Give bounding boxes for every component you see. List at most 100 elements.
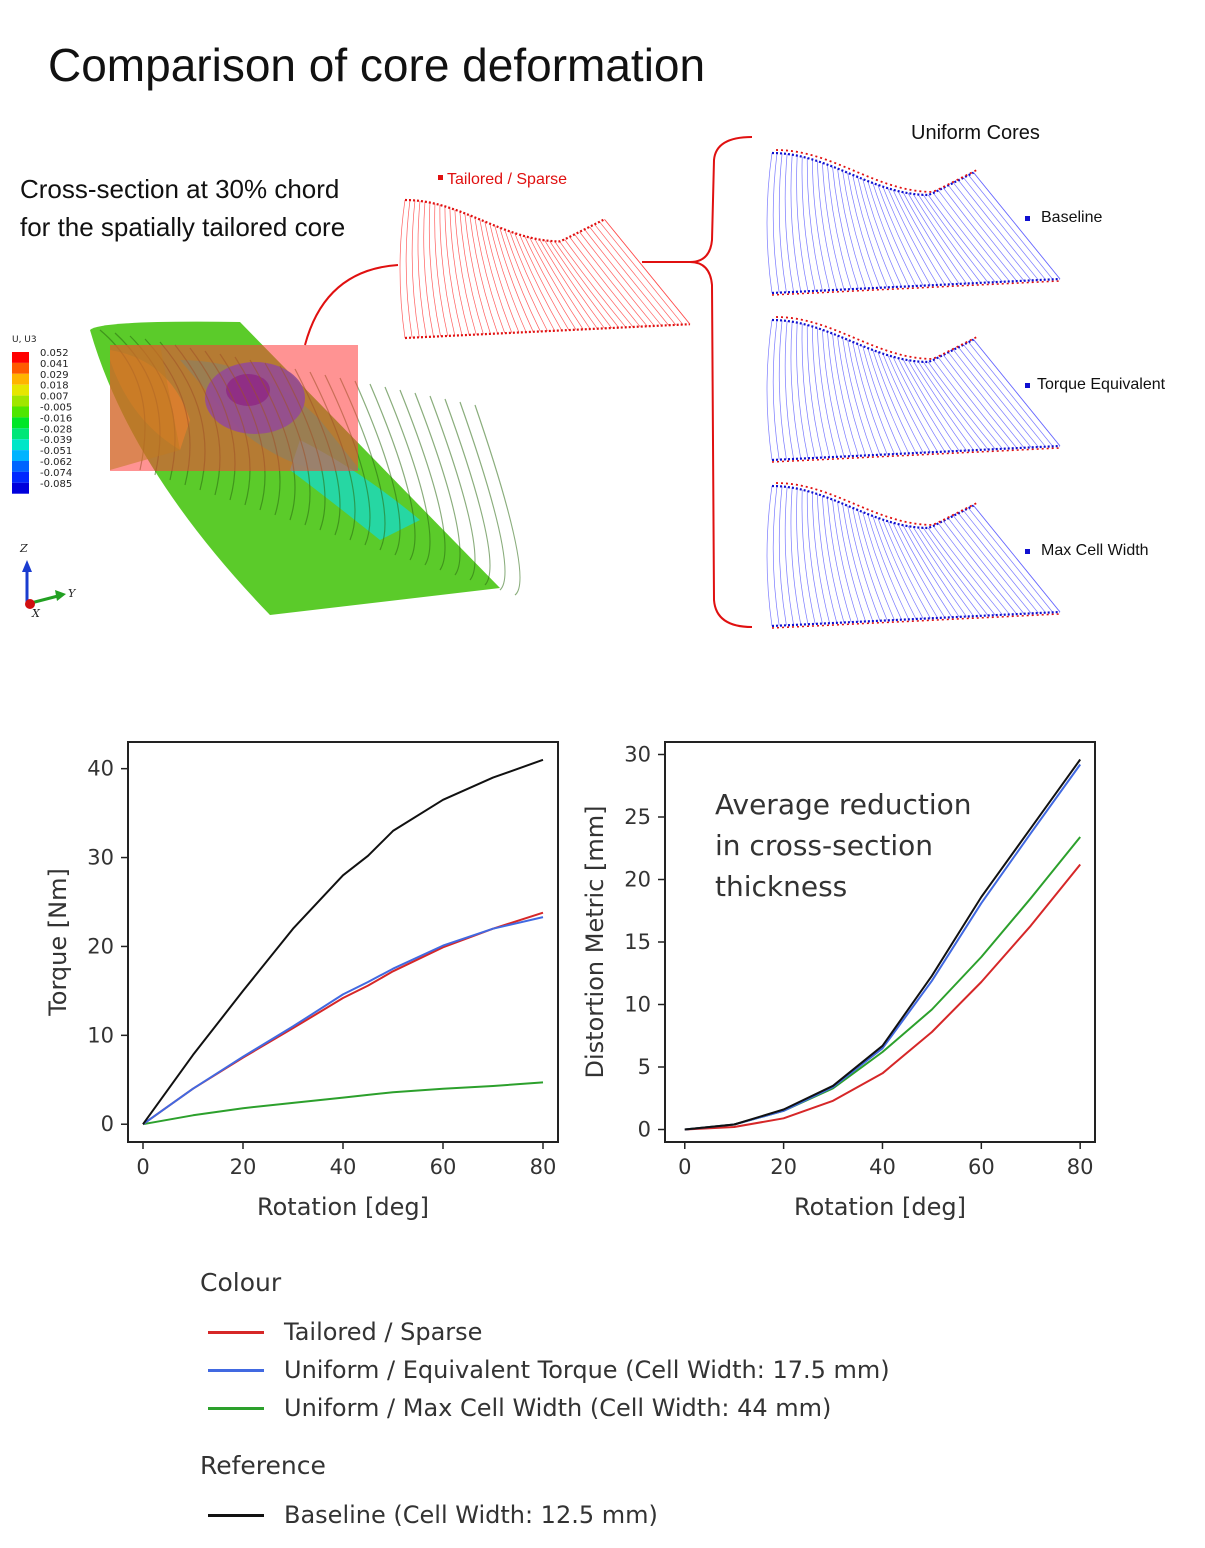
legend-label: Uniform / Max Cell Width (Cell Width: 44… xyxy=(284,1394,832,1422)
fea-legend-value: 0.007 xyxy=(40,392,69,403)
legend-swatch xyxy=(208,1330,264,1334)
fea-legend-swatch xyxy=(12,384,29,396)
tailored-marker xyxy=(438,175,443,180)
fea-legend-value: 0.029 xyxy=(40,370,69,381)
legend-reference-title: Reference xyxy=(200,1451,326,1480)
x-tick-label: 0 xyxy=(136,1155,149,1179)
uniform-marker xyxy=(1025,549,1030,554)
deformation-illustration: U, U3 0.0520.0410.0290.0180.007-0.005-0.… xyxy=(12,122,1166,629)
fea-legend-value: -0.028 xyxy=(40,424,72,435)
uniform-section-1: Baseline xyxy=(766,149,1102,296)
fea-legend-value: -0.051 xyxy=(40,446,72,457)
x-axis-label: Rotation [deg] xyxy=(257,1193,429,1221)
legend-swatch xyxy=(208,1406,264,1410)
fea-colour-legend: U, U3 0.0520.0410.0290.0180.007-0.005-0.… xyxy=(12,335,72,494)
fea-legend-title: U, U3 xyxy=(12,335,37,345)
page-title: Comparison of core deformation xyxy=(48,39,706,91)
fea-legend-swatch xyxy=(12,450,29,461)
fea-legend-swatch xyxy=(12,417,29,429)
brace-upper xyxy=(642,136,753,263)
fea-legend-value: 0.052 xyxy=(40,348,69,359)
uniform-core-label: Torque Equivalent xyxy=(1037,376,1166,393)
fea-contour-model xyxy=(90,321,521,615)
y-tick-label: 30 xyxy=(624,743,651,767)
fea-legend-value: -0.062 xyxy=(40,457,72,468)
series-line-3 xyxy=(142,1081,544,1126)
uniform-marker xyxy=(1025,383,1030,388)
y-tick-label: 40 xyxy=(87,757,114,781)
fea-legend-value: -0.016 xyxy=(40,413,72,424)
y-tick-label: 10 xyxy=(87,1023,114,1047)
y-axis-label: Torque [Nm] xyxy=(44,868,72,1017)
fea-legend-value: 0.041 xyxy=(40,359,69,370)
fea-legend-value: 0.018 xyxy=(40,381,69,392)
triad-z-label: Z xyxy=(19,542,28,555)
triad-x-label: X xyxy=(31,607,41,620)
axis-triad: Z Y X xyxy=(19,542,77,620)
legend-item: Uniform / Equivalent Torque (Cell Width:… xyxy=(208,1351,890,1389)
fea-legend-swatch xyxy=(12,482,29,494)
chart-annotation: Average reduction in cross-section thickne… xyxy=(715,788,972,903)
uniform-section-2: Torque Equivalent xyxy=(766,316,1166,463)
legend-swatch xyxy=(208,1368,264,1372)
y-tick-label: 30 xyxy=(87,846,114,870)
y-tick-label: 0 xyxy=(101,1112,114,1136)
fea-legend-swatch xyxy=(12,471,29,483)
brace-lower xyxy=(689,261,753,628)
chart-legend: Colour Tailored / Sparse Uniform / Equiva… xyxy=(200,1268,890,1534)
fea-legend-value: -0.005 xyxy=(40,403,72,414)
fea-legend-value: -0.074 xyxy=(40,468,72,479)
x-tick-label: 80 xyxy=(530,1155,557,1179)
x-tick-label: 60 xyxy=(430,1155,457,1179)
connector-curve xyxy=(304,264,399,346)
x-tick-label: 80 xyxy=(1067,1155,1094,1179)
fea-legend-value: -0.039 xyxy=(40,435,72,446)
y-tick-label: 25 xyxy=(624,805,651,829)
y-tick-label: 15 xyxy=(624,930,651,954)
fea-legend-swatch xyxy=(12,373,29,385)
legend-label: Tailored / Sparse xyxy=(284,1318,483,1346)
uniform-core-label: Baseline xyxy=(1041,209,1102,226)
x-tick-label: 40 xyxy=(869,1155,896,1179)
fea-legend-swatch xyxy=(12,406,29,418)
series-line-4 xyxy=(142,758,544,1125)
fea-legend-value: -0.085 xyxy=(40,479,72,490)
y-tick-label: 10 xyxy=(624,993,651,1017)
fea-legend-swatch xyxy=(12,428,29,440)
legend-item: Baseline (Cell Width: 12.5 mm) xyxy=(208,1496,890,1534)
fea-legend-swatch xyxy=(12,439,29,451)
legend-swatch xyxy=(208,1513,264,1517)
uniform-core-label: Max Cell Width xyxy=(1041,542,1149,559)
y-tick-label: 20 xyxy=(87,934,114,958)
legend-label: Baseline (Cell Width: 12.5 mm) xyxy=(284,1501,658,1529)
legend-label: Uniform / Equivalent Torque (Cell Width:… xyxy=(284,1356,890,1384)
uniform-marker xyxy=(1025,216,1030,221)
uniform-cores-label: Uniform Cores xyxy=(911,122,1040,144)
uniform-sections: Baseline Torque Equivalent Max Cell Width xyxy=(766,149,1166,629)
fea-legend-swatch xyxy=(12,461,29,472)
x-tick-label: 0 xyxy=(678,1155,691,1179)
fea-legend-swatch xyxy=(12,395,29,407)
tailored-section: Tailored / Sparse xyxy=(399,171,691,340)
uniform-section-3: Max Cell Width xyxy=(766,482,1149,629)
series-line-4 xyxy=(684,758,1082,1131)
plot-frame xyxy=(127,741,559,1143)
tailored-label: Tailored / Sparse xyxy=(447,171,567,188)
x-axis-label: Rotation [deg] xyxy=(794,1193,966,1221)
triad-y-label: Y xyxy=(68,587,77,600)
series-line-1 xyxy=(684,863,1081,1131)
x-tick-label: 60 xyxy=(968,1155,995,1179)
x-tick-label: 20 xyxy=(770,1155,797,1179)
legend-item: Tailored / Sparse xyxy=(208,1313,890,1351)
fea-legend-swatch xyxy=(12,352,29,363)
y-tick-label: 20 xyxy=(624,868,651,892)
x-tick-label: 20 xyxy=(230,1155,257,1179)
y-tick-label: 0 xyxy=(638,1118,651,1142)
y-axis-label: Distortion Metric [mm] xyxy=(581,806,609,1079)
cross-section-caption: Cross-section at 30% chord for the spati… xyxy=(20,174,346,242)
legend-colour-title: Colour xyxy=(200,1268,282,1297)
distortion-chart: 0 20 40 60 80 0 5 10 15 20 25 30 Rotation [deg] Disto… xyxy=(581,741,1096,1221)
torque-chart: 0 20 40 60 80 0 10 20 30 40 Rotation [deg] Torque [… xyxy=(44,741,559,1221)
y-tick-label: 5 xyxy=(638,1055,651,1079)
series-line-2 xyxy=(142,916,544,1126)
